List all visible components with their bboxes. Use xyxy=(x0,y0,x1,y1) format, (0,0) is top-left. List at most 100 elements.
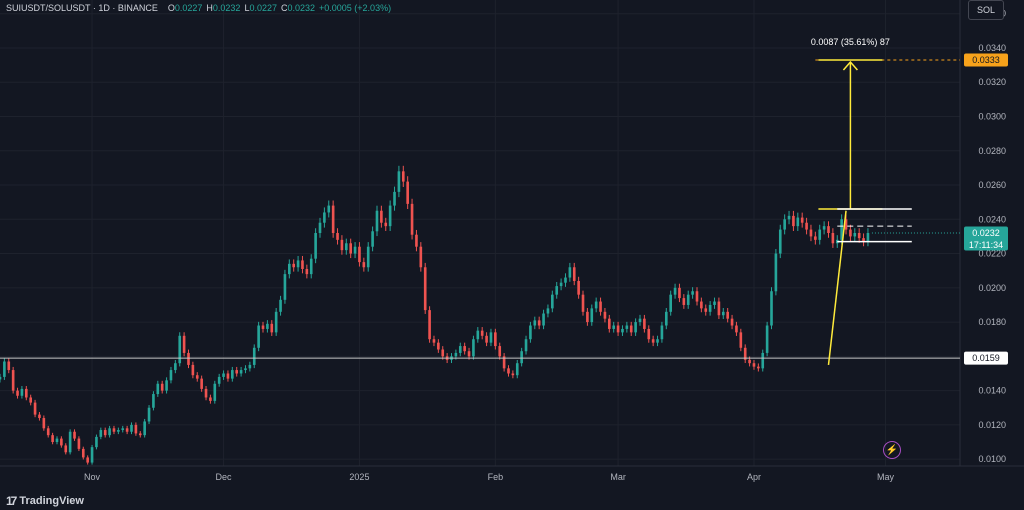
ohlc-value: 0.0227 xyxy=(174,3,203,13)
candle-body xyxy=(244,368,247,371)
candle-body xyxy=(787,215,791,220)
candle-body xyxy=(340,239,344,251)
candle-body xyxy=(358,246,361,263)
candle-body xyxy=(739,332,743,348)
candle-body xyxy=(138,433,142,436)
candle-body xyxy=(77,438,81,449)
candle-body xyxy=(165,380,168,391)
candle-body xyxy=(472,339,475,357)
candle-body xyxy=(209,397,212,401)
candle-body xyxy=(586,311,589,323)
ohlc-value: 0.0227 xyxy=(249,3,277,13)
candle-body xyxy=(81,448,85,458)
candle-body xyxy=(778,229,782,254)
candle-body xyxy=(809,229,813,237)
ohlc-value: 0.0232 xyxy=(287,3,316,13)
candle-body xyxy=(169,370,173,381)
candle-body xyxy=(805,222,808,230)
last-price-label: 0.0232 xyxy=(972,228,1000,238)
candle-body xyxy=(498,346,502,357)
candle-body xyxy=(393,191,396,206)
candle-body xyxy=(822,226,826,230)
candle-body xyxy=(708,304,712,312)
candle-body xyxy=(7,361,11,371)
measure-label: 0.0087 (35.61%) 87 xyxy=(811,37,890,47)
candle-body xyxy=(33,402,37,415)
support-price-label-bg xyxy=(964,351,1008,365)
candle-body xyxy=(95,436,98,448)
candle-body xyxy=(713,301,716,305)
flag-pole xyxy=(827,210,847,366)
candle-body xyxy=(213,383,217,401)
candle-body xyxy=(279,299,282,312)
candle-body xyxy=(410,203,414,235)
candle-body xyxy=(572,267,576,281)
candle-body xyxy=(844,219,848,230)
candle-body xyxy=(682,298,686,305)
candle-body xyxy=(222,373,225,377)
compare-symbol-button[interactable]: SOL xyxy=(968,0,1004,20)
candle-body xyxy=(384,222,388,227)
target-price-label-bg xyxy=(964,53,1008,67)
candle-body xyxy=(217,376,221,384)
candle-body xyxy=(366,246,370,268)
candle-body xyxy=(761,352,765,369)
candle-body xyxy=(160,383,164,391)
candle-body xyxy=(16,390,19,396)
candle-body xyxy=(686,294,690,305)
candle-body xyxy=(673,287,677,295)
candle-body xyxy=(458,346,462,353)
candle-body xyxy=(757,366,760,369)
x-tick-label: May xyxy=(877,472,895,482)
candle-body xyxy=(831,233,835,244)
candle-body xyxy=(331,205,335,233)
y-tick-label: 0.0100 xyxy=(978,454,1006,464)
candle-body xyxy=(204,388,208,398)
candle-body xyxy=(612,325,616,329)
symbol-title[interactable]: SUIUSDT/SOLUSDT · 1D · BINANCE xyxy=(6,3,158,13)
candle-body xyxy=(537,320,541,326)
candle-body xyxy=(643,318,646,329)
brand-label: TradingView xyxy=(19,495,84,507)
tradingview-logo[interactable]: 17 TradingView xyxy=(6,494,84,508)
candle-body xyxy=(231,370,234,379)
candle-body xyxy=(651,339,655,343)
candle-body xyxy=(380,210,383,223)
candle-body xyxy=(112,428,116,432)
candle-body xyxy=(608,318,611,329)
candle-body xyxy=(866,233,870,242)
x-tick-label: Nov xyxy=(84,472,101,482)
candle-body xyxy=(853,233,857,237)
candle-body xyxy=(344,243,348,251)
y-tick-label: 0.0200 xyxy=(978,283,1006,293)
candle-body xyxy=(130,424,133,432)
candle-body xyxy=(423,267,427,311)
candle-body xyxy=(103,430,107,436)
candle-body xyxy=(270,323,274,333)
candle-body xyxy=(305,268,309,275)
candle-body xyxy=(309,258,313,275)
lightning-icon[interactable]: ⚡ xyxy=(883,441,901,459)
candle-body xyxy=(590,308,594,323)
y-tick-label: 0.0140 xyxy=(978,386,1006,396)
candle-body xyxy=(274,311,278,333)
candle-body xyxy=(638,318,642,323)
candle-body xyxy=(371,231,374,247)
candle-body xyxy=(99,430,103,437)
candle-body xyxy=(529,325,532,340)
candle-body xyxy=(64,445,68,453)
candle-body xyxy=(862,238,865,242)
last-price-label-countdown: 17:11:34 xyxy=(969,240,1003,250)
ohlc-key: C xyxy=(280,3,288,13)
candle-body xyxy=(634,322,637,333)
candle-body xyxy=(415,234,418,247)
candle-body xyxy=(397,171,401,192)
candle-body xyxy=(730,318,734,326)
candle-body xyxy=(174,363,177,371)
candle-body xyxy=(660,325,664,340)
candle-body xyxy=(616,325,620,333)
candle-body xyxy=(73,431,76,439)
candle-body xyxy=(323,212,326,223)
candle-body xyxy=(533,320,537,326)
